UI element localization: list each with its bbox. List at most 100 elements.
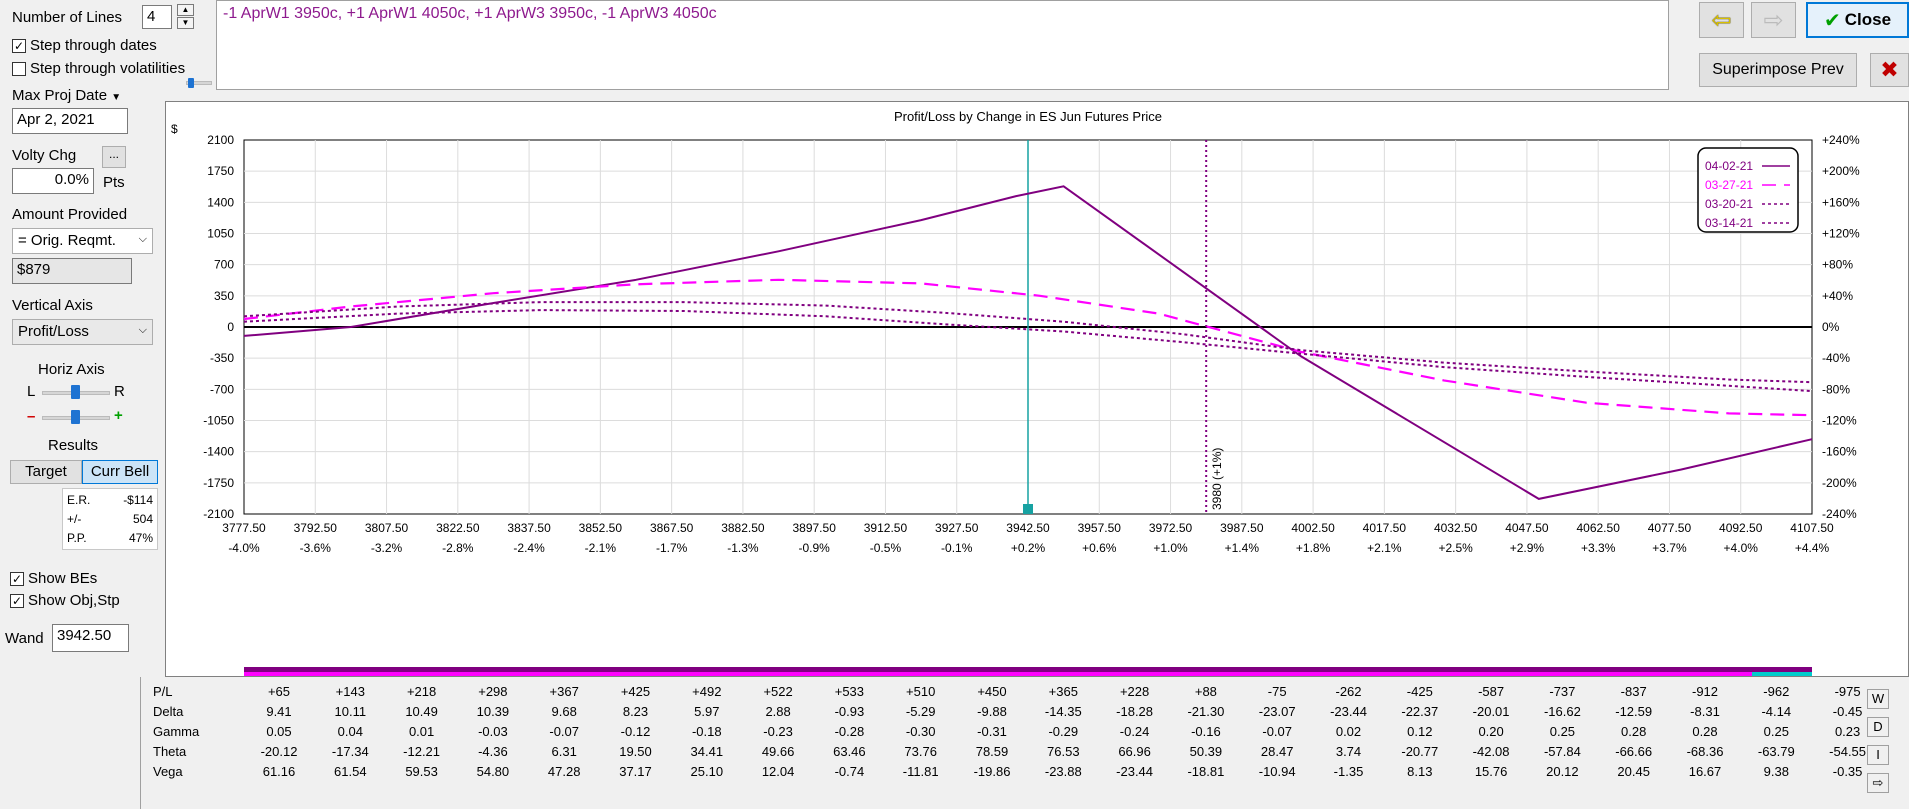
greeks-cell: -0.07: [549, 724, 579, 739]
spin-down-icon[interactable]: ▼: [177, 17, 194, 29]
width-button[interactable]: W: [1867, 689, 1889, 709]
show-bes-checkbox[interactable]: ✓ Show BEs: [10, 570, 97, 587]
step-vols-checkbox[interactable]: Step through volatilities: [12, 60, 185, 77]
greeks-cell: -0.07: [1262, 724, 1292, 739]
chevron-down-icon: ⌵: [138, 233, 147, 245]
greeks-cell: -0.29: [1048, 724, 1079, 739]
greeks-cell: 20.45: [1617, 764, 1650, 779]
legend-label: 04-02-21: [1705, 159, 1753, 173]
x-tick-label: 3942.50: [1006, 521, 1050, 535]
close-button[interactable]: ✔ Close: [1806, 2, 1909, 38]
greeks-cell: 2.88: [765, 704, 791, 719]
pl-chart[interactable]: Profit/Loss by Change in ES Jun Futures …: [166, 102, 1908, 676]
forward-arrow-button[interactable]: ⇨: [1751, 2, 1796, 38]
greeks-cell: -12.59: [1615, 704, 1653, 719]
x-tick-label: 3957.50: [1078, 521, 1122, 535]
greeks-cell: 49.66: [761, 744, 795, 759]
superimpose-label: Superimpose Prev: [1712, 61, 1844, 78]
num-lines-input[interactable]: 4: [142, 5, 172, 29]
greeks-cell: -23.07: [1258, 704, 1296, 719]
back-arrow-button[interactable]: ⇦: [1699, 2, 1744, 38]
i-button[interactable]: I: [1867, 745, 1889, 765]
curr-bell-button[interactable]: Curr Bell: [82, 460, 158, 484]
volty-options-button[interactable]: ...: [102, 146, 126, 168]
y-tick-label: 700: [214, 258, 234, 272]
zoom-thumb[interactable]: [71, 410, 80, 424]
y-tick-label: 1750: [207, 164, 234, 178]
step-dates-checkbox[interactable]: ✓ Step through dates: [12, 37, 157, 54]
x-pct-label: -0.5%: [870, 541, 902, 555]
x-tick-label: 3852.50: [579, 521, 623, 535]
greeks-cell: 73.76: [904, 744, 937, 759]
greeks-cell: +88: [1194, 684, 1217, 699]
greeks-cell: -0.23: [763, 724, 793, 739]
greeks-cell: 3.74: [1335, 744, 1362, 759]
vol-step-slider[interactable]: [186, 81, 212, 85]
check-icon: ✓: [10, 593, 24, 608]
check-icon: ✓: [12, 38, 26, 53]
vaxis-select[interactable]: Profit/Loss ⌵: [12, 319, 153, 345]
checkbox-empty-icon: [12, 61, 26, 76]
x-pct-label: +3.3%: [1581, 541, 1616, 555]
haxis-l-label: L: [27, 383, 36, 400]
spin-up-icon[interactable]: ▲: [177, 4, 194, 16]
close-label: Close: [1844, 10, 1892, 29]
max-proj-date-input[interactable]: Apr 2, 2021: [12, 108, 128, 134]
x-pct-label: +2.1%: [1367, 541, 1402, 555]
greeks-cell: -12.21: [403, 744, 441, 759]
max-proj-label[interactable]: Max Proj Date ▼: [12, 87, 122, 104]
greeks-cell: -912: [1691, 684, 1719, 699]
zoom-plus-icon[interactable]: +: [114, 407, 123, 424]
greeks-cell: -20.01: [1472, 704, 1510, 719]
zoom-minus-icon[interactable]: –: [27, 408, 36, 425]
haxis-thumb[interactable]: [71, 385, 80, 399]
y2-tick-label: +40%: [1822, 289, 1853, 303]
y-tick-label: 2100: [207, 133, 234, 147]
greeks-cell: +298: [478, 684, 508, 699]
greeks-cell: 10.39: [476, 704, 510, 719]
chart-panel[interactable]: Profit/Loss by Change in ES Jun Futures …: [165, 101, 1909, 677]
greeks-cell: 0.02: [1335, 724, 1362, 739]
greeks-cell: 0.23: [1834, 724, 1861, 739]
greeks-cell: +228: [1119, 684, 1150, 699]
wand-input[interactable]: 3942.50: [52, 624, 129, 652]
amount-select[interactable]: = Orig. Reqmt. ⌵: [12, 228, 153, 254]
greeks-cell: 28.47: [1260, 744, 1294, 759]
cancel-button[interactable]: ✖: [1870, 53, 1909, 87]
greeks-cell: -962: [1763, 684, 1790, 699]
red-x-icon: ✖: [1880, 57, 1899, 82]
greeks-cell: 10.11: [334, 704, 367, 719]
x-pct-label: +4.4%: [1795, 541, 1830, 555]
greeks-cell: -42.08: [1472, 744, 1510, 759]
greeks-cell: +365: [1048, 684, 1078, 699]
greeks-cell: -22.37: [1401, 704, 1439, 719]
greeks-cell: -63.79: [1757, 744, 1795, 759]
greeks-cell: 63.46: [833, 744, 866, 759]
greeks-row-header: Delta: [153, 704, 184, 719]
greeks-cell: -0.31: [977, 724, 1007, 739]
greeks-cell: 61.16: [262, 764, 296, 779]
series-line-04-02-21: [243, 185, 1813, 500]
superimpose-prev-button[interactable]: Superimpose Prev: [1699, 53, 1857, 87]
left-panel: Number of Lines 4 ▲ ▼ ✓ Step through dat…: [0, 0, 212, 809]
d-button[interactable]: D: [1867, 717, 1889, 737]
x-tick-label: 4047.50: [1505, 521, 1549, 535]
position-legs-text: -1 AprW1 3950c, +1 AprW1 4050c, +1 AprW3…: [223, 5, 717, 22]
vol-step-thumb[interactable]: [188, 78, 194, 88]
greeks-cell: 54.80: [476, 764, 510, 779]
volty-input[interactable]: 0.0%: [12, 168, 94, 194]
target-button[interactable]: Target: [10, 460, 82, 484]
greeks-cell: -23.44: [1330, 704, 1367, 719]
x-pct-label: -4.0%: [228, 541, 260, 555]
show-objstp-checkbox[interactable]: ✓ Show Obj,Stp: [10, 592, 120, 609]
greeks-cell: -0.45: [1832, 704, 1863, 719]
x-tick-label: 4107.50: [1790, 521, 1834, 535]
export-button[interactable]: ⇨: [1867, 773, 1889, 793]
y2-tick-label: -160%: [1822, 445, 1857, 459]
results-stats: E.R. -$114 +/- 504 P.P. 47%: [62, 488, 158, 550]
greeks-cell: -0.93: [834, 704, 865, 719]
stat-value: -$114: [123, 493, 153, 507]
greeks-cell: 0.05: [266, 724, 292, 739]
greeks-cell: +218: [406, 684, 437, 699]
position-legs-box[interactable]: -1 AprW1 3950c, +1 AprW1 4050c, +1 AprW3…: [216, 0, 1669, 90]
